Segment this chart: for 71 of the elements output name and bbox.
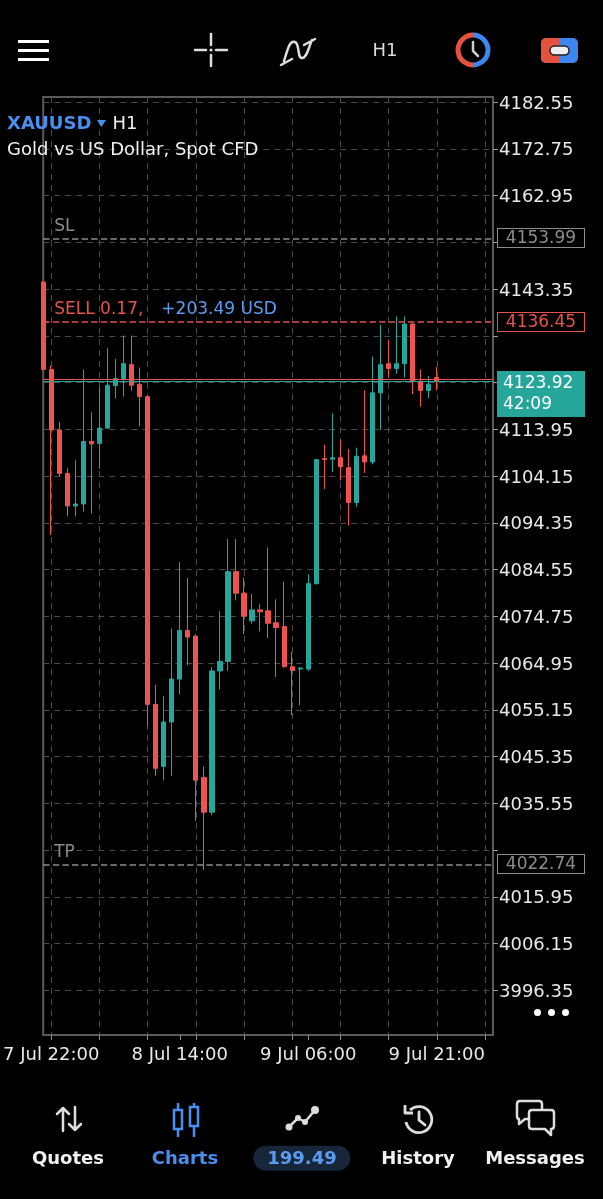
y-tick-label: 4143.35 (499, 278, 574, 300)
candlestick (89, 411, 94, 515)
y-tick-label: 4172.75 (499, 138, 574, 160)
candlestick (201, 765, 207, 871)
text: 42:09 (502, 392, 553, 414)
candlestick (338, 439, 343, 482)
candlestick (97, 386, 102, 470)
candlestick (241, 577, 247, 635)
candlestick (233, 538, 239, 601)
x-tick-label: 9 Jul 06:00 (260, 1042, 357, 1064)
candlestick (346, 448, 351, 526)
candlestick (209, 666, 215, 816)
candlestick (249, 593, 255, 625)
x-tick-label: 9 Jul 21:00 (388, 1042, 486, 1064)
candlestick (177, 561, 182, 695)
candlestick (298, 666, 303, 706)
candlestick (169, 628, 174, 777)
text: H1 (372, 38, 398, 61)
text: History (381, 1146, 455, 1169)
annotation: SL (54, 214, 75, 235)
candlestick (65, 467, 70, 517)
y-tick-label: 4064.95 (499, 652, 574, 674)
candlestick (282, 581, 287, 669)
ref-line-label: 4123.92 (502, 371, 575, 393)
candlestick (57, 421, 62, 478)
candlestick (354, 447, 359, 508)
y-tick-label: 4055.15 (499, 699, 574, 721)
candlestick (73, 459, 78, 517)
candlestick (402, 315, 407, 379)
y-tick-label: 4006.15 (499, 933, 574, 955)
text: XAUUSD H1 (7, 112, 138, 133)
annotation: +203.49 USD (161, 298, 277, 319)
x-tick-label: 7 Jul 22:00 (2, 1042, 100, 1064)
candlestick (225, 538, 231, 672)
y-tick-label: 4094.35 (499, 512, 574, 534)
text: 199.49 (253, 1145, 351, 1171)
candlestick (394, 315, 399, 375)
candlestick (322, 444, 327, 490)
candlestick (217, 610, 223, 691)
y-tick-label: 4162.95 (499, 185, 574, 207)
y-tick-label: 4182.55 (499, 91, 574, 113)
annotation: TP (53, 840, 75, 861)
y-tick-label: 4015.95 (499, 886, 574, 908)
text: Messages (485, 1146, 585, 1169)
x-tick-label: 8 Jul 14:00 (131, 1042, 228, 1064)
candlestick (290, 651, 295, 716)
y-tick-label: 3996.35 (499, 979, 574, 1001)
y-tick-label: 4084.55 (499, 559, 574, 581)
candlestick (265, 546, 271, 639)
y-tick-label: 4104.15 (499, 465, 574, 487)
y-tick-label: 4074.75 (499, 605, 574, 627)
candlestick (314, 459, 319, 586)
y-tick-label: 4113.95 (499, 418, 574, 440)
y-tick-label: 4035.55 (499, 792, 574, 814)
annotation: SELL 0.17, (54, 298, 144, 319)
ref-line-label: 4022.74 (497, 853, 585, 875)
ref-line-label: 4153.99 (497, 227, 585, 249)
text: Charts (151, 1146, 219, 1169)
candlestick (306, 573, 311, 672)
candlestick (193, 633, 198, 822)
candlestick (330, 412, 335, 473)
candlestick (273, 598, 279, 678)
candlestick (362, 389, 367, 474)
text: Quotes (31, 1146, 105, 1169)
y-tick-label: 4045.35 (499, 746, 574, 768)
candlestick (161, 695, 166, 781)
candlestick (153, 684, 158, 777)
candlestick (257, 603, 263, 632)
candlestick (185, 577, 190, 666)
text: Gold vs US Dollar, Spot CFD (7, 138, 259, 159)
ref-line-label: 4136.45 (497, 310, 585, 332)
